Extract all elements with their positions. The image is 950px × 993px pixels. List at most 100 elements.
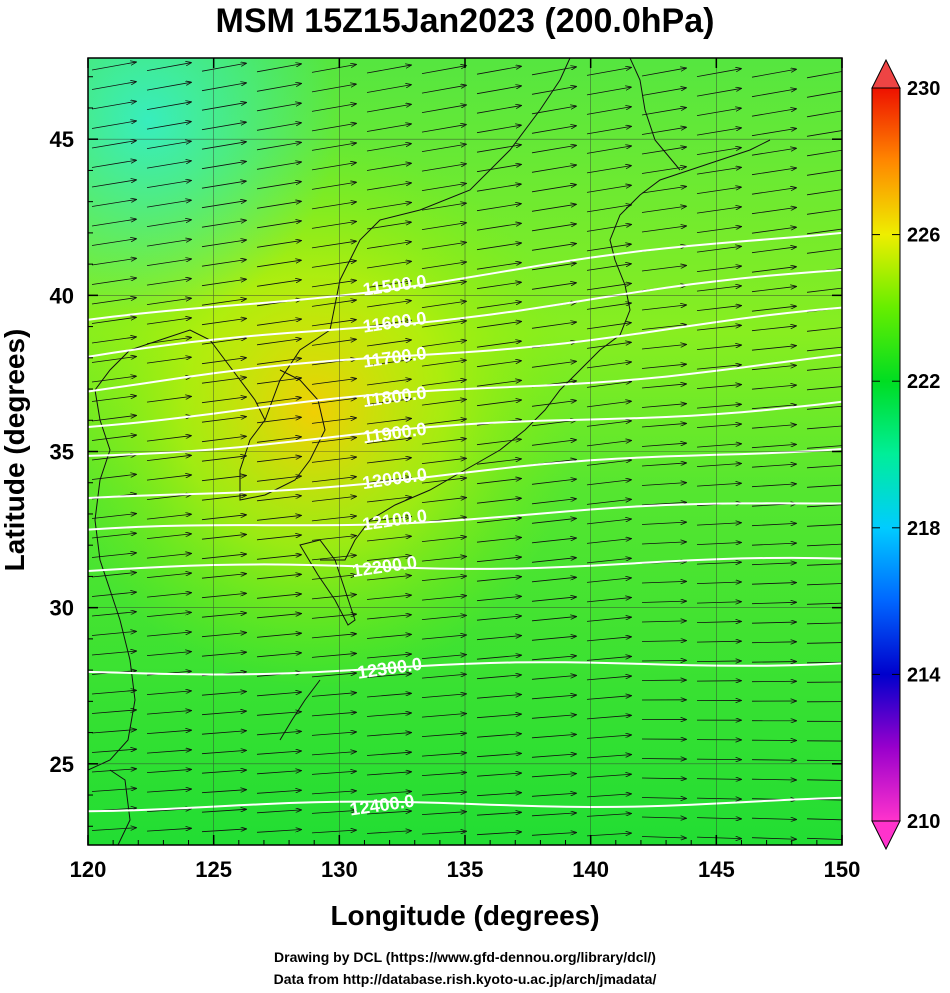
wind-arrow <box>476 655 521 660</box>
wind-arrow <box>91 435 136 441</box>
wind-arrow <box>476 577 521 582</box>
wind-arrow <box>146 338 191 344</box>
wind-arrow <box>311 712 356 717</box>
wind-arrow <box>421 831 466 835</box>
wind-arrow <box>146 200 191 208</box>
wind-arrow <box>476 106 521 114</box>
y-tick-label: 40 <box>50 283 74 308</box>
wind-arrow <box>751 622 796 623</box>
wind-arrow <box>146 239 191 247</box>
y-tick-label: 25 <box>50 752 74 777</box>
wind-arrow <box>751 267 796 273</box>
wind-arrow <box>146 652 191 656</box>
wind-arrow <box>146 102 191 110</box>
wind-arrow <box>146 298 191 305</box>
wind-arrow <box>806 602 842 605</box>
wind-arrow <box>201 201 246 209</box>
wind-arrow <box>476 243 521 251</box>
wind-arrow <box>531 754 576 758</box>
wind-arrow <box>421 753 466 757</box>
wind-arrow <box>311 104 356 112</box>
wind-arrow <box>751 662 796 663</box>
wind-arrow <box>531 224 576 232</box>
wind-arrow <box>421 164 466 172</box>
coastline-kyushu <box>299 539 356 626</box>
colorbar: 210 214 218 222 226 230 <box>871 58 941 851</box>
wind-arrow <box>586 67 631 76</box>
wind-arrow <box>91 769 136 773</box>
wind-arrow <box>146 122 191 130</box>
wind-arrow <box>586 774 631 778</box>
wind-arrow <box>421 596 466 601</box>
wind-arrow <box>421 105 466 113</box>
wind-arrow <box>146 357 191 364</box>
wind-arrow <box>146 593 191 598</box>
wind-arrow <box>146 318 191 325</box>
wind-arrow <box>806 228 842 235</box>
wind-arrow <box>586 225 631 232</box>
wind-arrow <box>311 555 356 561</box>
wind-arrow <box>366 320 411 327</box>
wind-arrow <box>146 691 191 695</box>
wind-arrow <box>146 220 191 227</box>
wind-arrow <box>806 327 842 332</box>
wind-arrow <box>751 148 796 156</box>
wind-arrow <box>751 838 796 840</box>
wind-arrow <box>641 817 686 818</box>
wind-arrow <box>641 305 686 311</box>
wind-arrow <box>586 539 631 544</box>
wind-arrow <box>421 262 466 269</box>
wind-arrow <box>201 554 246 560</box>
wind-arrow <box>311 614 356 619</box>
wind-arrow <box>641 798 686 799</box>
wind-arrow <box>311 241 356 249</box>
wind-arrow <box>586 421 631 427</box>
wind-arrow <box>531 793 576 797</box>
wind-arrow <box>421 576 466 581</box>
wind-arrow <box>476 66 521 75</box>
wind-arrow <box>696 562 741 564</box>
wind-arrow <box>586 833 631 837</box>
wind-arrow <box>696 818 741 819</box>
wind-arrow <box>641 266 686 272</box>
wind-arrow <box>201 260 246 267</box>
wind-arrow <box>91 553 136 558</box>
wind-arrow <box>696 404 741 409</box>
wind-arrow <box>806 661 842 664</box>
wind-arrow <box>146 279 191 286</box>
wind-arrow <box>476 832 521 836</box>
wind-arrow <box>696 246 741 253</box>
wind-arrow <box>201 122 246 131</box>
wind-arrow <box>751 109 796 117</box>
coastline-asia <box>88 58 571 771</box>
wind-arrow <box>806 642 842 644</box>
wind-arrow <box>201 574 246 579</box>
wind-arrow <box>476 557 521 563</box>
wind-arrow <box>256 515 301 521</box>
wind-arrow <box>146 161 191 169</box>
wind-arrow <box>586 637 631 642</box>
wind-arrow <box>146 612 191 617</box>
wind-arrow <box>146 259 191 266</box>
wind-arrow <box>476 341 521 348</box>
wind-arrow <box>366 517 411 522</box>
wind-arrow <box>201 240 246 248</box>
wind-arrow <box>476 86 521 95</box>
wind-arrow <box>421 655 466 659</box>
wind-arrow <box>201 633 246 638</box>
wind-arrow <box>421 301 466 308</box>
wind-arrow <box>476 596 521 602</box>
wind-arrow <box>256 476 301 482</box>
wind-arrow <box>641 502 686 506</box>
wind-arrow <box>366 183 411 191</box>
wind-arrow <box>366 458 411 464</box>
wind-arrow <box>751 227 796 234</box>
wind-arrow <box>201 711 246 716</box>
wind-arrow <box>751 346 796 351</box>
wind-arrow <box>91 415 136 422</box>
wind-arrow <box>586 558 631 564</box>
wind-arrow <box>641 641 686 642</box>
wind-arrow <box>201 63 246 72</box>
wind-arrow <box>421 341 466 347</box>
wind-arrow <box>421 125 466 133</box>
